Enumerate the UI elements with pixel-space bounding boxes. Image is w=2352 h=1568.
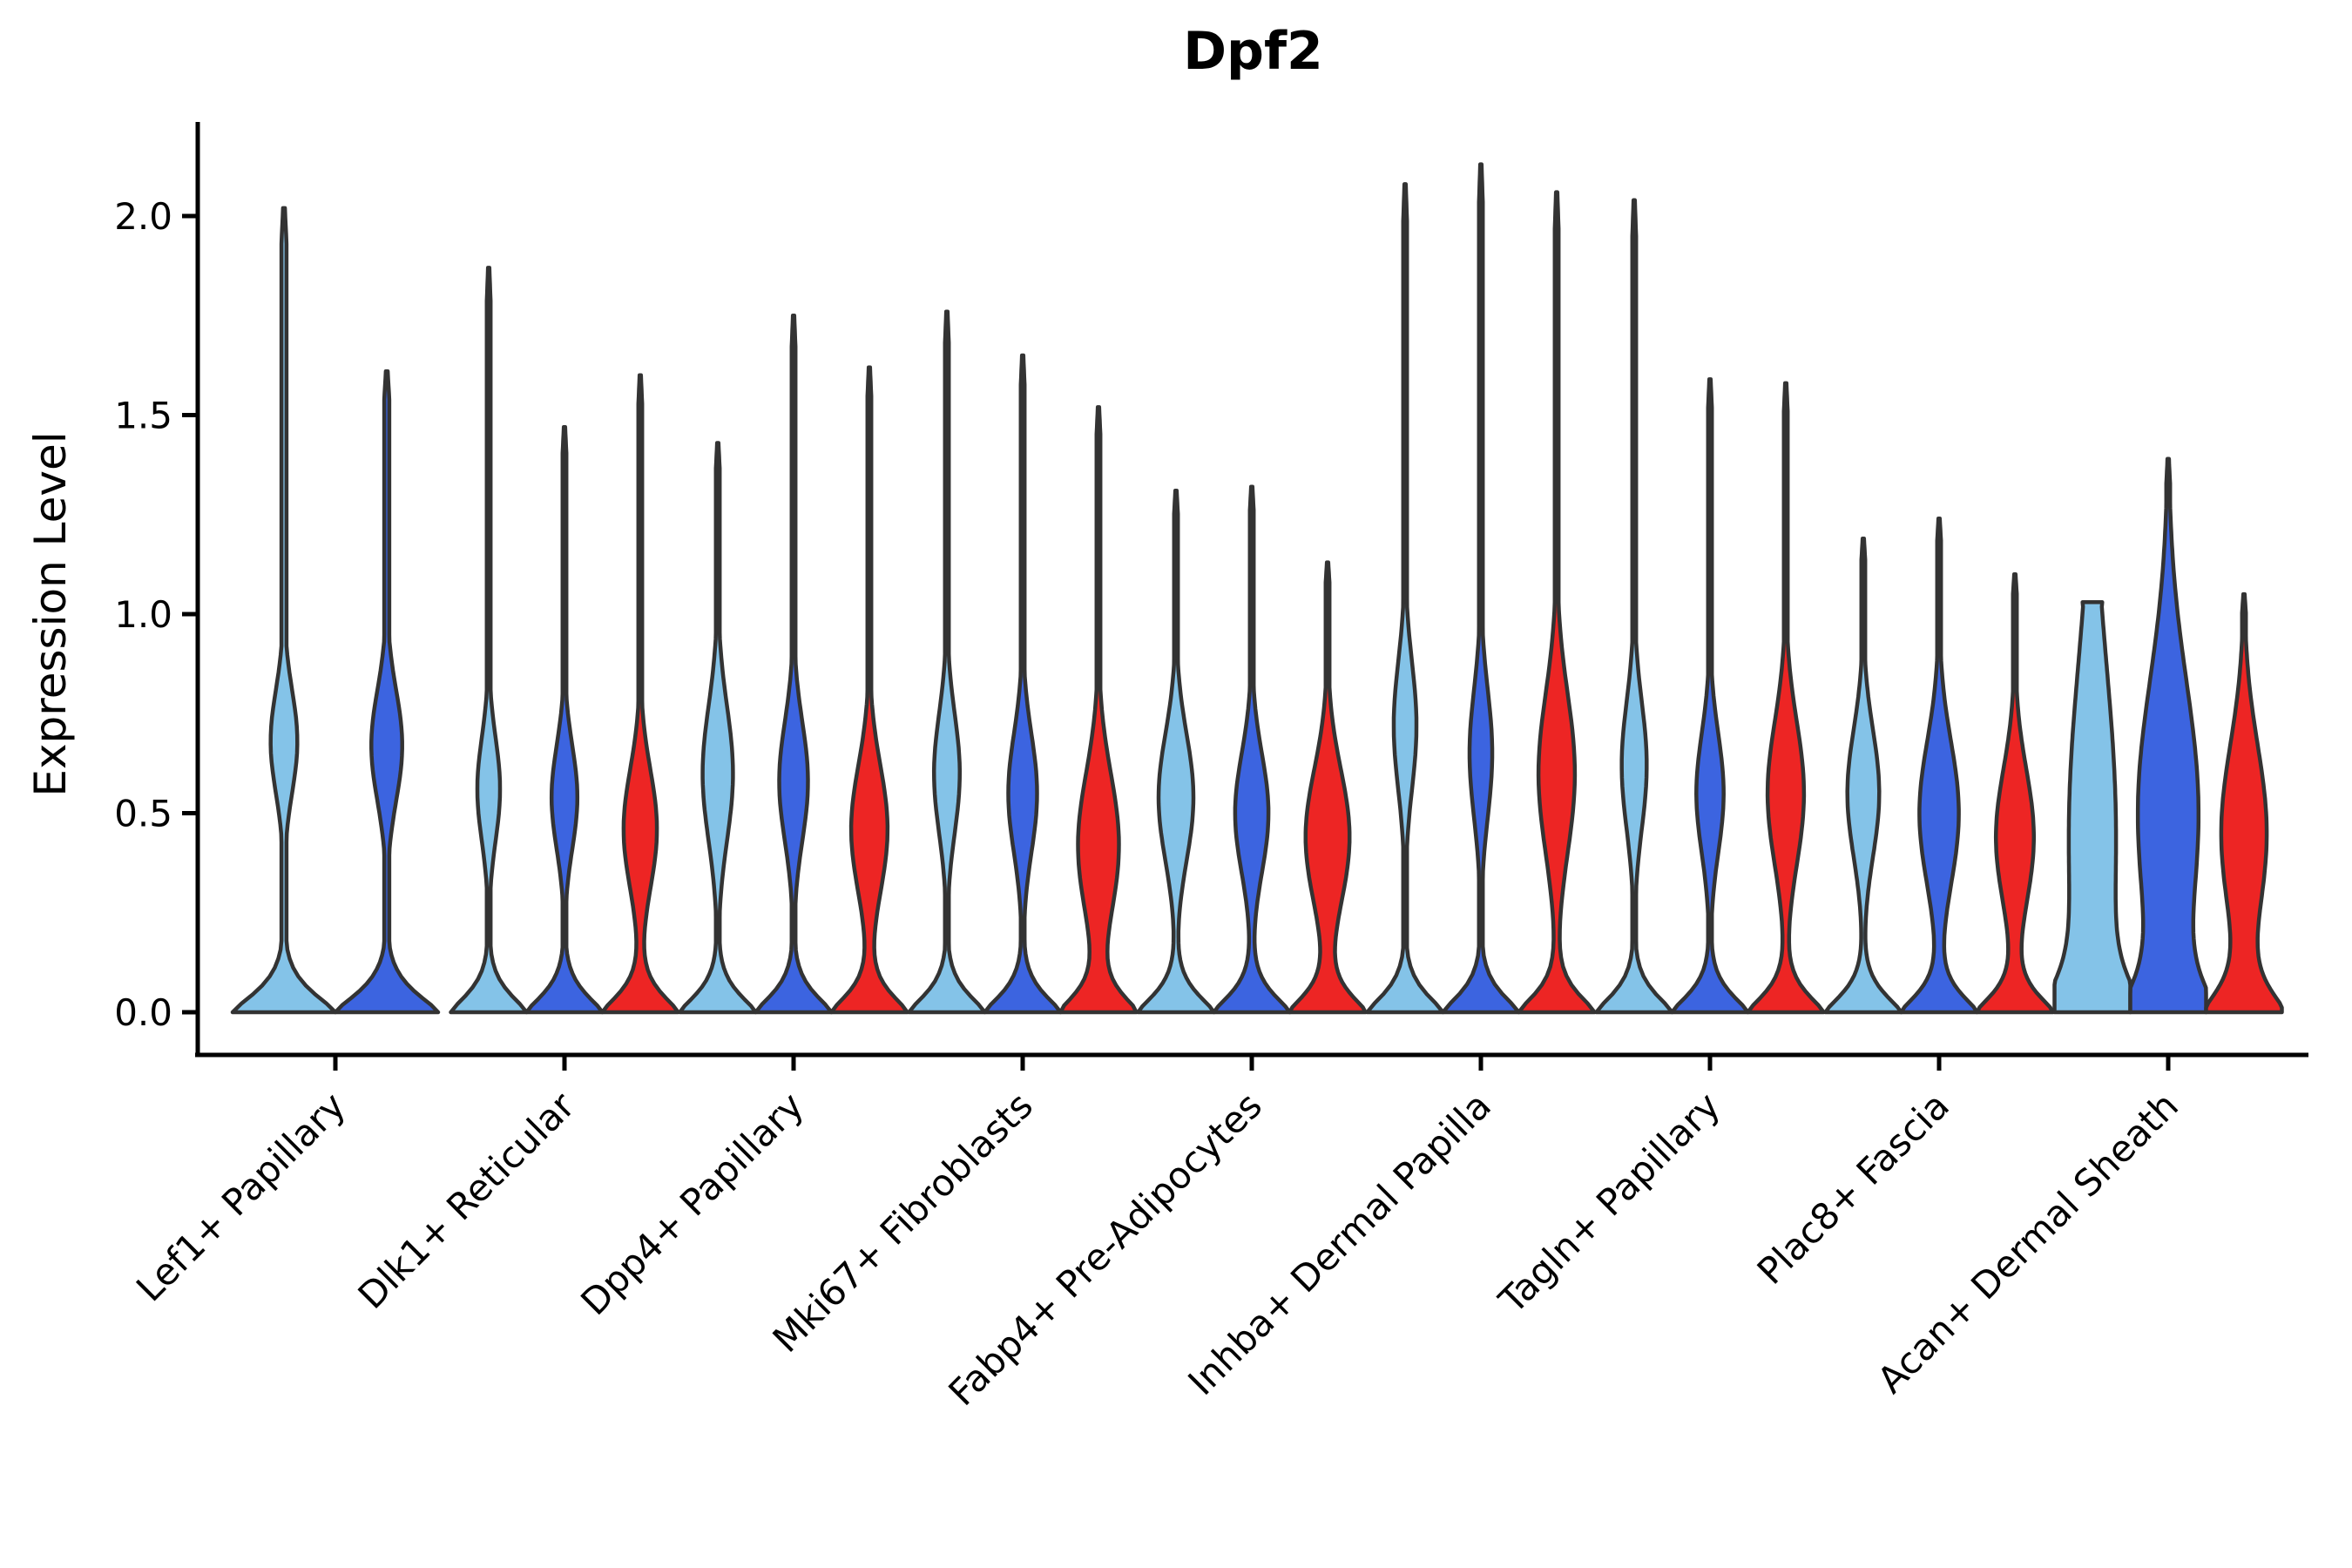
violin-light-blue-group-5 [1136,489,1216,1015]
violin-dark-blue-group-5 [1212,484,1292,1015]
violin-light-blue-group-8 [1823,536,1903,1015]
violin-dark-blue-group-8 [1899,517,1979,1015]
violin-light-blue-group-9 [2052,600,2132,1015]
y-tick-label: 1.0 [114,593,172,636]
violin-red-group-4 [1058,405,1139,1015]
violin-light-blue-group-6 [1365,182,1445,1015]
x-tick-label: Tagln+ Papillary [1490,1084,1728,1321]
violin-red-group-2 [600,373,680,1015]
violin-dark-blue-group-6 [1441,162,1521,1015]
x-tick-label: Plac8+ Fascia [1749,1084,1957,1292]
violin-dark-blue-group-2 [524,424,605,1015]
violin-dark-blue-group-1 [333,368,441,1015]
violin-dark-blue-group-3 [754,314,834,1015]
violin-light-blue-group-2 [449,266,529,1015]
violin-dark-blue-group-9 [2128,456,2208,1015]
violin-light-blue-group-7 [1594,198,1674,1015]
violin-red-group-8 [1975,572,2055,1015]
violin-red-group-3 [829,365,909,1015]
x-tick-label: Lef1+ Papillary [128,1084,354,1309]
violin-red-group-5 [1288,560,1368,1015]
y-tick-label: 0.5 [114,793,172,835]
x-tick-label: Mki67+ Fibroblasts [765,1084,1041,1360]
y-tick-label: 1.5 [114,395,172,437]
violin-red-group-6 [1517,190,1597,1015]
x-tick-label: Dlk1+ Reticular [350,1084,584,1317]
violin-red-group-9 [2204,591,2284,1015]
y-tick-label: 2.0 [114,195,172,238]
y-tick-label: 0.0 [114,991,172,1034]
violin-red-group-7 [1746,381,1826,1015]
violin-dark-blue-group-7 [1670,377,1750,1015]
violin-light-blue-group-4 [907,309,987,1015]
violin-light-blue-group-1 [230,206,338,1015]
x-tick-label: Dpp4+ Papillary [572,1084,812,1323]
chart-title: Dpf2 [1183,21,1323,82]
violin-dark-blue-group-4 [983,353,1063,1015]
violin-light-blue-group-3 [678,441,758,1015]
